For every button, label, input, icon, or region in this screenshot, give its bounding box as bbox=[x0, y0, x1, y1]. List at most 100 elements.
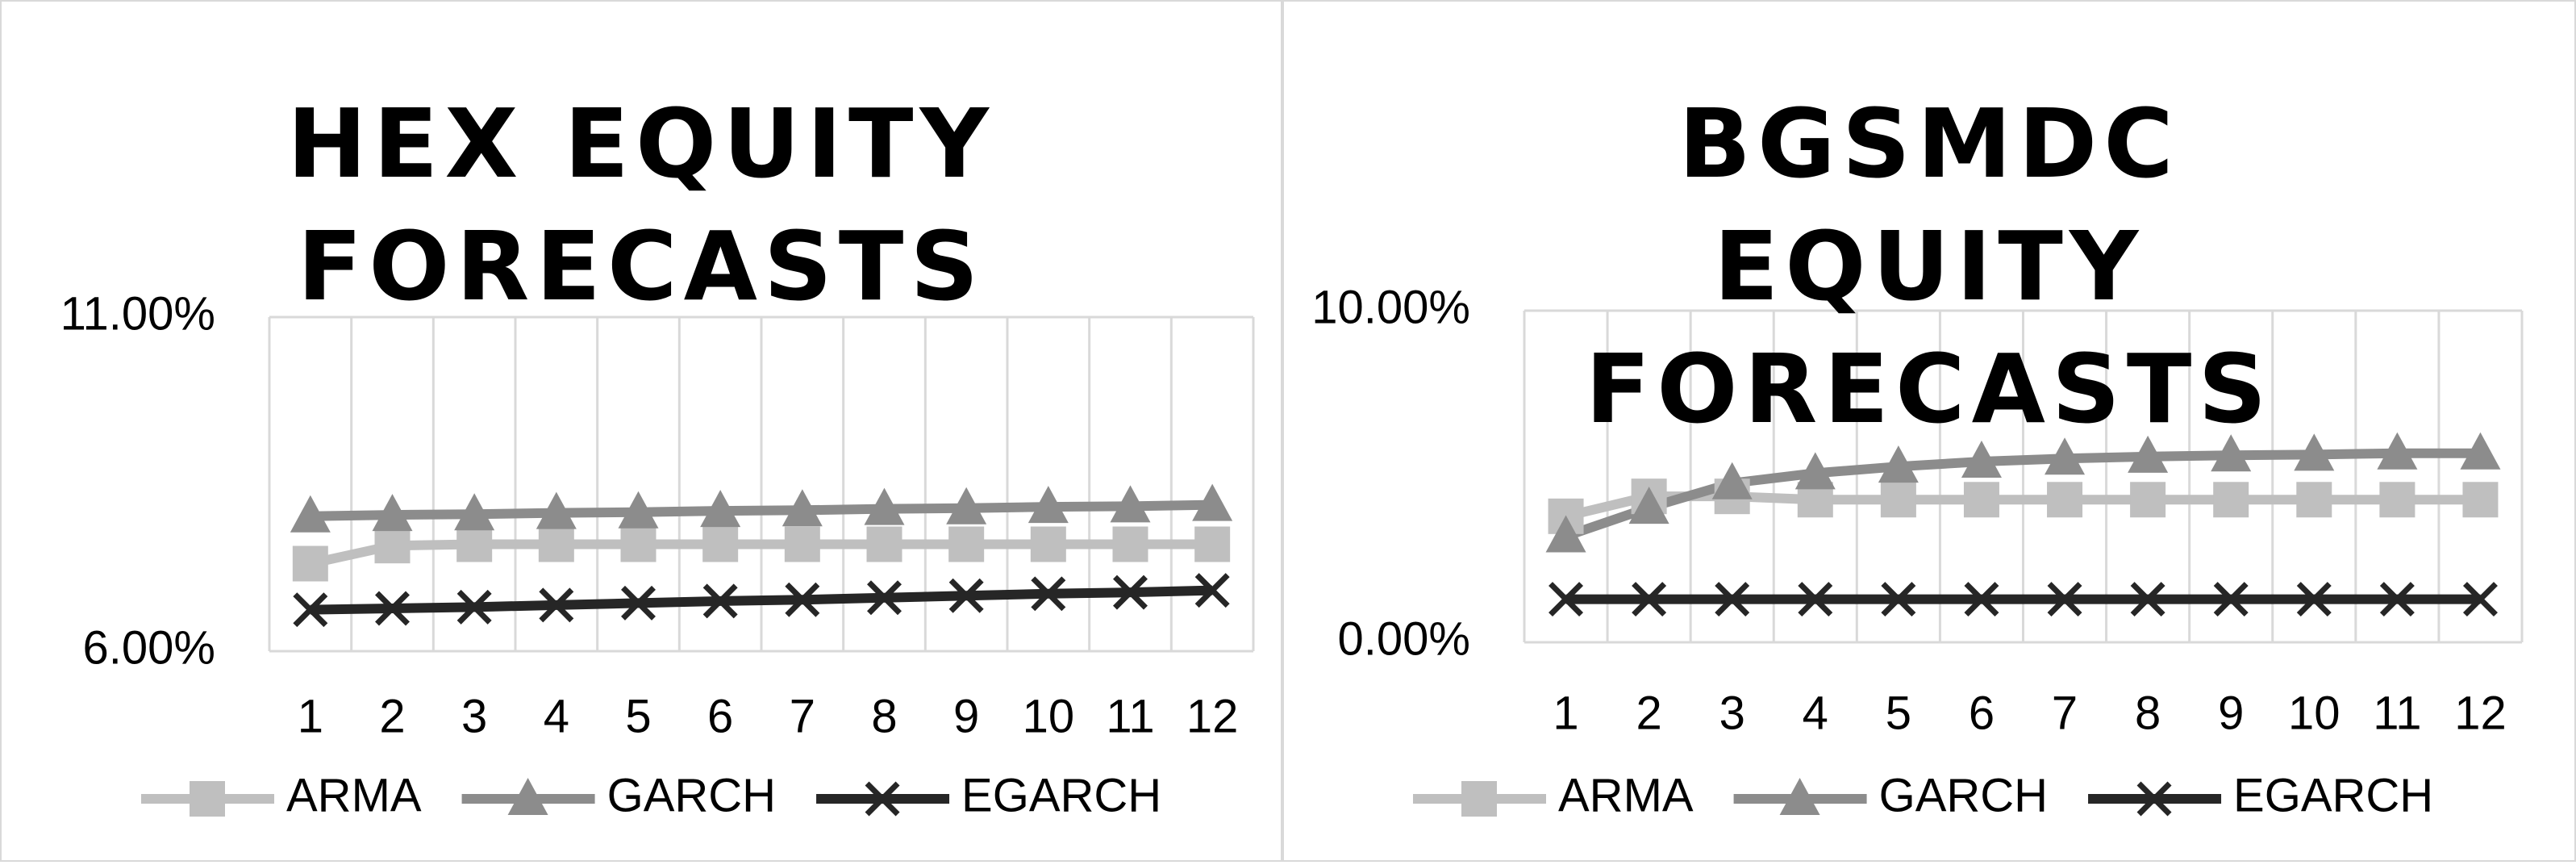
legend-marker bbox=[1779, 778, 1820, 815]
marker bbox=[1112, 526, 1148, 562]
legend-label: GARCH bbox=[1879, 769, 2048, 821]
marker bbox=[702, 526, 739, 562]
marker bbox=[782, 489, 823, 527]
legend-marker bbox=[507, 778, 548, 815]
marker bbox=[1545, 515, 1586, 553]
x-tick-label: 9 bbox=[953, 690, 979, 742]
marker bbox=[621, 585, 656, 621]
x-tick-label: 7 bbox=[2052, 687, 2078, 739]
marker bbox=[618, 491, 659, 529]
marker bbox=[293, 592, 328, 628]
x-tick-label: 11 bbox=[1106, 690, 1154, 742]
marker bbox=[2296, 582, 2332, 617]
marker bbox=[1110, 485, 1151, 523]
marker bbox=[620, 526, 657, 562]
legend-marker bbox=[1461, 781, 1497, 817]
series-line bbox=[310, 585, 1213, 615]
y-tick-label: 6.00% bbox=[83, 621, 215, 674]
x-tick-label: 5 bbox=[1886, 687, 1911, 739]
legend-label: EGARCH bbox=[961, 769, 1161, 821]
marker bbox=[1881, 582, 1916, 617]
marker bbox=[2379, 582, 2415, 617]
marker bbox=[2128, 435, 2169, 473]
marker bbox=[866, 526, 902, 562]
marker bbox=[536, 491, 577, 529]
marker bbox=[700, 490, 741, 528]
marker bbox=[2045, 437, 2086, 475]
x-tick-label: 9 bbox=[2218, 687, 2244, 739]
legend-label: EGARCH bbox=[2233, 769, 2433, 821]
marker bbox=[2213, 482, 2249, 518]
marker bbox=[864, 487, 905, 525]
x-tick-label: 6 bbox=[1969, 687, 1995, 739]
marker bbox=[1963, 482, 1999, 518]
marker bbox=[948, 526, 985, 562]
x-tick-label: 10 bbox=[2288, 687, 2340, 739]
marker bbox=[456, 589, 492, 625]
marker bbox=[290, 495, 331, 533]
x-tick-label: 10 bbox=[1023, 690, 1075, 742]
marker bbox=[2047, 482, 2083, 518]
marker bbox=[292, 545, 328, 582]
marker bbox=[2377, 432, 2418, 470]
marker bbox=[948, 578, 984, 613]
legend-marker bbox=[2136, 781, 2172, 817]
y-tick-label: 11.00% bbox=[60, 287, 215, 340]
x-tick-label: 2 bbox=[379, 690, 405, 742]
x-tick-label: 8 bbox=[2135, 687, 2161, 739]
x-tick-label: 4 bbox=[544, 690, 569, 742]
marker bbox=[1027, 486, 1069, 524]
marker bbox=[867, 580, 902, 616]
marker bbox=[1632, 582, 1667, 617]
marker bbox=[2211, 434, 2252, 472]
marker bbox=[539, 587, 574, 623]
marker bbox=[1192, 483, 1233, 521]
marker bbox=[2130, 482, 2166, 518]
marker bbox=[375, 591, 410, 626]
marker bbox=[2294, 433, 2335, 471]
legend-marker bbox=[865, 781, 900, 817]
marker bbox=[1961, 441, 2002, 478]
marker bbox=[2462, 582, 2498, 617]
marker bbox=[456, 526, 493, 562]
marker bbox=[1031, 576, 1066, 612]
marker bbox=[1880, 482, 1916, 518]
series-line bbox=[310, 499, 1213, 521]
marker bbox=[1964, 582, 1999, 617]
x-tick-label: 3 bbox=[1719, 687, 1745, 739]
chart-title: BGSMDC EQUITY FORECASTS bbox=[1585, 88, 2274, 445]
x-tick-label: 5 bbox=[625, 690, 651, 742]
legend-label: GARCH bbox=[607, 769, 776, 821]
marker bbox=[1549, 582, 1584, 617]
marker bbox=[1194, 573, 1230, 608]
marker bbox=[2296, 482, 2332, 518]
marker bbox=[2462, 482, 2499, 518]
marker bbox=[2379, 482, 2416, 518]
marker bbox=[1030, 526, 1066, 562]
marker bbox=[1715, 582, 1750, 617]
marker bbox=[1711, 462, 1753, 499]
marker bbox=[372, 494, 413, 532]
chart-panel: BGSMDC EQUITY FORECASTS 0.00% 10.00% 1 2 3 4 5… bbox=[1282, 0, 2576, 862]
marker bbox=[1794, 452, 1836, 490]
x-tick-label: 7 bbox=[790, 690, 815, 742]
marker bbox=[1878, 445, 1919, 483]
x-tick-label: 4 bbox=[1803, 687, 1828, 739]
marker bbox=[2213, 582, 2249, 617]
chart-panel: HEX EQUITY FORECASTS 6.00% 11.00% 1 2 3 4 5 6 7 8… bbox=[0, 0, 1282, 862]
marker bbox=[1194, 526, 1231, 562]
x-tick-label: 12 bbox=[1186, 690, 1239, 742]
legend-label: ARMA bbox=[286, 769, 422, 821]
marker bbox=[1628, 487, 1669, 524]
y-tick-label: 0.00% bbox=[1338, 612, 1470, 665]
x-tick-label: 6 bbox=[707, 690, 733, 742]
marker bbox=[785, 582, 820, 617]
x-tick-label: 12 bbox=[2454, 687, 2507, 739]
marker bbox=[374, 528, 411, 564]
x-tick-label: 11 bbox=[2373, 687, 2421, 739]
legend-label: ARMA bbox=[1558, 769, 1694, 821]
marker bbox=[1113, 575, 1148, 610]
